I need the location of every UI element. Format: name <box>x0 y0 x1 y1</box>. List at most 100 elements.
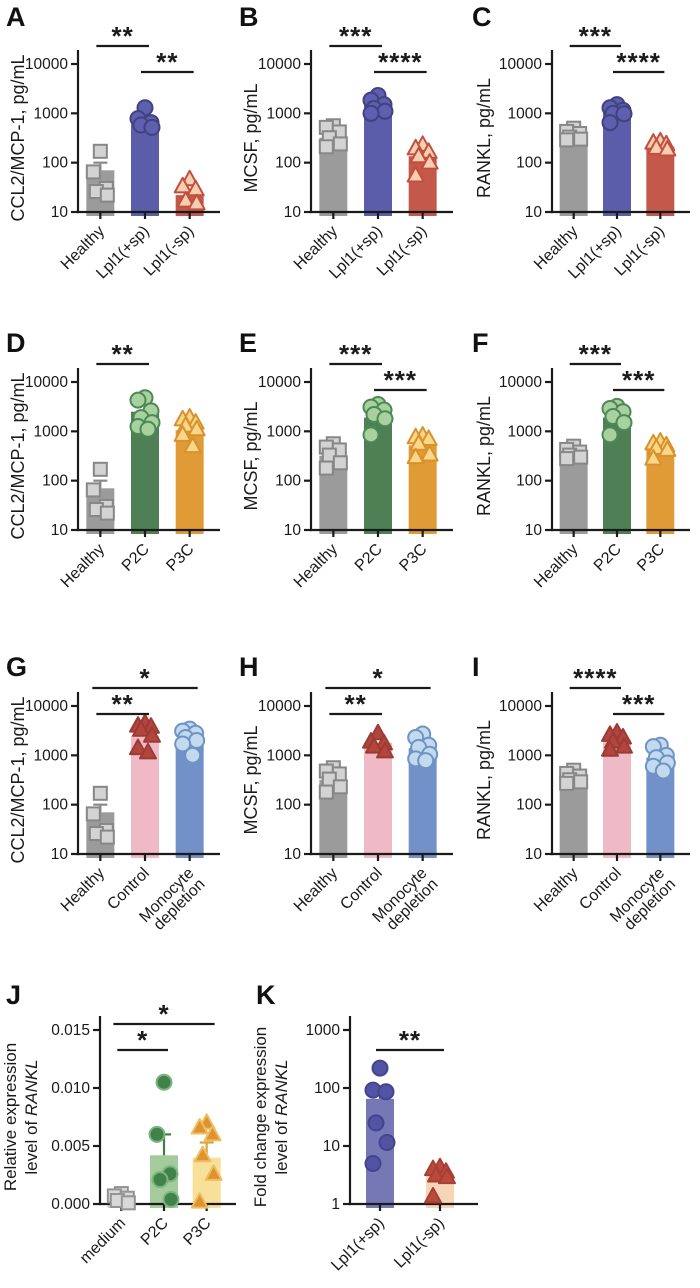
data-point <box>332 136 348 152</box>
y-tick-label: 0.005 <box>51 1138 90 1155</box>
y-tick-label: 10000 <box>499 374 542 391</box>
data-point <box>176 191 195 208</box>
x-tick-label: Healthy <box>531 541 581 591</box>
y-tick-label: 100 <box>42 473 68 490</box>
panel-g-chart: CCL2/MCP-1, pg/mL 10100100010000HealthyCo… <box>8 663 220 934</box>
y-tick-label: 10000 <box>25 698 68 715</box>
panel-letter: C <box>472 2 492 32</box>
y-axis-label: CCL2/MCP-1, pg/mL <box>8 54 28 221</box>
data-point <box>187 419 206 437</box>
data-point <box>92 785 108 801</box>
data-point <box>409 146 428 164</box>
data-point <box>601 740 619 757</box>
y-tick-label: 0.010 <box>51 1080 90 1097</box>
x-tick-label: P2C <box>138 1215 172 1249</box>
panel-k-chart: Fold change expression level of RANKL 1 10 1… <box>251 1016 478 1274</box>
panel-h: H MCSF, pg/mL 10 100 1000 10000 Healthy Control… <box>233 628 466 954</box>
data-point <box>183 436 202 454</box>
y-tick-label: 10000 <box>499 56 542 73</box>
data-point <box>601 114 619 132</box>
sig-asterisks: *** <box>622 689 655 719</box>
sig-asterisks: ** <box>399 1025 421 1055</box>
panel-j: J Relative expression level of RANKL 0.000 0… <box>0 954 250 1288</box>
data-point <box>155 1073 173 1091</box>
panel-e-chart: MCSF, pg/mL 10 100 1000 10000 Healthy P2C P3C **… <box>241 339 453 591</box>
y-tick-label: 10 <box>284 846 302 863</box>
data-point <box>148 1125 166 1143</box>
data-point <box>188 731 206 749</box>
data-point <box>419 429 438 446</box>
data-point <box>99 829 115 845</box>
y-tick-label: 100 <box>516 797 542 814</box>
data-point <box>647 138 666 155</box>
data-point <box>173 176 192 194</box>
y-tick-label: 1000 <box>306 1022 341 1039</box>
data-point <box>438 1167 456 1185</box>
data-point <box>132 720 150 737</box>
x-tick-label: P3C <box>396 541 430 575</box>
y-axis-label: MCSF, pg/mL <box>241 401 261 510</box>
y-axis-label: CCL2/MCP-1, pg/mL <box>8 696 28 863</box>
x-tick-label: Healthy <box>291 865 341 915</box>
sig-asterisks: ** <box>156 47 178 77</box>
data-point <box>420 153 439 170</box>
panel-d-chart: CCL2/MCP-1, pg/mL 10 100 1000 10000 Healthy P2… <box>8 339 220 591</box>
panel-f-chart: RANKL, pg/mL 10 100 1000 10000 Healthy P2C P3C *… <box>474 339 690 591</box>
data-point <box>318 460 334 476</box>
y-tick-label: 1000 <box>267 105 302 122</box>
y-tick-label: 10 <box>323 1138 341 1155</box>
data-point <box>143 726 161 743</box>
y-tick-label: 10 <box>525 846 543 863</box>
y-tick-label: 1000 <box>508 105 543 122</box>
sig-asterisks: * <box>137 1025 148 1055</box>
y-tick-label: 10 <box>284 522 302 539</box>
panel-g: G CCL2/MCP-1, pg/mL 10 100 1000 10000 Healthy C… <box>0 628 233 954</box>
y-axis-label: Fold change expression <box>251 1027 270 1208</box>
data-point <box>573 449 589 465</box>
data-point <box>99 187 115 203</box>
y-tick-label: 100 <box>516 473 542 490</box>
bar-healthy <box>559 777 588 858</box>
data-point <box>139 742 157 760</box>
y-axis-label: CCL2/MCP-1, pg/mL <box>8 372 28 539</box>
data-point <box>318 139 334 155</box>
x-tick-label: P2C <box>591 541 625 575</box>
x-tick-label: Healthy <box>58 865 108 915</box>
data-point <box>173 425 192 442</box>
y-tick-label: 0.000 <box>51 1196 90 1213</box>
sig-asterisks: **** <box>573 663 617 693</box>
panel-letter: H <box>239 652 259 682</box>
data-point <box>367 1114 385 1132</box>
x-tick-label: Healthy <box>531 865 581 915</box>
sig-asterisks: *** <box>339 339 372 369</box>
sig-asterisks: *** <box>384 365 417 395</box>
y-axis-label: RANKL, pg/mL <box>474 78 494 198</box>
y-axis-label: RANKL, pg/mL <box>474 396 494 516</box>
data-point <box>420 444 439 462</box>
panel-letter: K <box>256 980 276 1010</box>
data-point <box>174 735 192 753</box>
data-point <box>129 391 147 409</box>
data-point <box>409 434 428 451</box>
panel-e: E MCSF, pg/mL 10 100 1000 10000 Healthy P2C P3C *… <box>233 312 466 628</box>
data-point <box>99 505 115 521</box>
panel-b-chart: MCSF, pg/mL10100100010000HealthyLpl1(+sp… <box>241 21 453 282</box>
sig-asterisks: **** <box>378 47 422 77</box>
y-axis-label: MCSF, pg/mL <box>241 83 261 192</box>
panel-letter: F <box>472 328 489 358</box>
data-point <box>139 420 157 438</box>
data-point <box>369 723 387 741</box>
data-point <box>376 741 394 759</box>
bar-lpl1(+sp) <box>364 104 392 216</box>
sig-asterisks: *** <box>579 21 612 51</box>
panel-a: A CCL2/MCP-1, pg/mL 10 100 1000 10000 Healthy L… <box>0 0 233 312</box>
data-point <box>376 410 394 428</box>
sig-asterisks: ** <box>112 689 134 719</box>
data-point <box>85 164 101 180</box>
y-tick-label: 1000 <box>267 423 302 440</box>
y-axis-label: level of RANKL <box>272 1059 291 1174</box>
data-point <box>187 193 206 211</box>
y-tick-label: 100 <box>42 155 68 172</box>
data-point <box>615 737 633 754</box>
panel-letter: E <box>239 328 258 358</box>
